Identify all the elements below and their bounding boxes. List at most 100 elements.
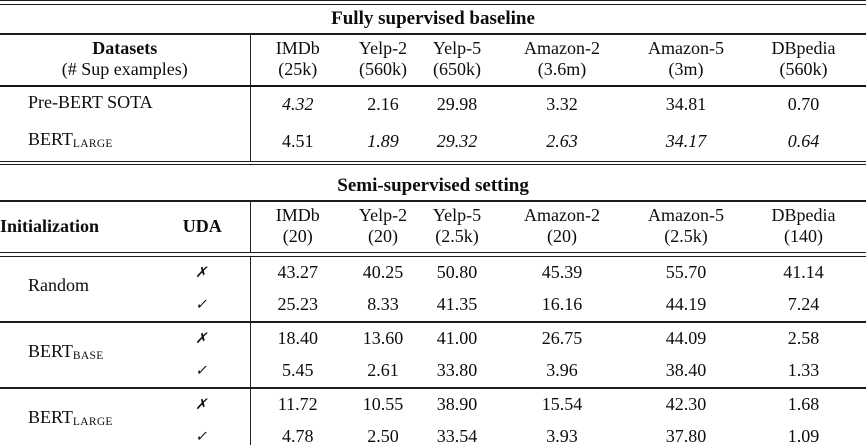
value-cell: 26.75 [541,327,583,348]
table-row: BERTLARGE ✗ 11.72 10.55 38.90 15.54 42.3… [0,388,866,428]
check-icon: ✓ [194,428,211,445]
column-name: Yelp-5 [432,205,482,225]
column-header-yelp5: Yelp-5 (2.5k) [421,202,493,252]
table2-title: Semi-supervised setting [337,175,529,196]
group-bert-large: BERTLARGE ✗ 11.72 10.55 38.90 15.54 42.3… [0,388,866,445]
value-cell: 4.51 [249,123,345,161]
column-size: (20) [282,226,313,246]
group-separator-rule [0,320,866,323]
sup-examples-label: (# Sup examples) [61,58,188,79]
uda-flag-cell: ✓ [155,421,250,445]
column-header-yelp5: Yelp-5 (650k) [421,35,493,85]
value-cell: 2.16 [367,94,399,114]
column-header-dbpedia: DBpedia (560k) [741,35,866,85]
cross-icon: ✗ [194,264,211,281]
value-cell: 37.80 [665,425,707,445]
value-cell: 33.54 [436,425,478,445]
uda-flag-cell: ✗ [155,323,250,355]
value-cell: 10.55 [362,393,404,414]
table2-header: Initialization UDA IMDb (20) Yelp-2 (20)… [0,202,866,252]
column-header-yelp2: Yelp-2 (560k) [345,35,421,85]
rule-below-table1-title [0,32,866,35]
value-cell: 41.35 [436,293,478,314]
value-cell: 29.32 [436,131,478,151]
column-size: (140) [784,226,823,246]
table2-title-row: Semi-supervised setting [0,165,866,200]
datasets-header-cell: Datasets (# Sup examples) [0,35,250,85]
column-size: (560k) [779,58,828,79]
value-cell: 7.24 [787,293,820,314]
value-cell: 44.19 [665,293,707,314]
row-label-text: BERT [28,407,73,427]
value-cell: 34.81 [665,94,707,114]
column-header-amazon2: Amazon-2 (3.6m) [493,35,631,85]
row-label-subscript: LARGE [72,416,113,428]
column-name: IMDb [275,37,320,58]
value-cell: 18.40 [249,322,345,355]
value-cell: 11.72 [249,388,345,421]
column-size: (3.6m) [537,58,587,79]
table1-body: Pre-BERT SOTA 4.32 2.16 29.98 3.32 34.81… [0,86,866,161]
column-name: IMDb [275,205,320,225]
value-cell: 0.64 [787,131,820,151]
row-label-random: Random [0,257,155,321]
value-cell: 44.09 [665,327,707,348]
value-cell: 38.90 [436,393,478,414]
table2-header-row: Initialization UDA IMDb (20) Yelp-2 (20)… [0,202,866,252]
row-label-subscript: LARGE [72,137,113,150]
middle-double-rule [0,160,866,165]
value-cell: 45.39 [541,261,583,282]
rule-below-table2-title [0,200,866,202]
top-double-rule [0,0,866,5]
value-cell: 3.32 [546,94,578,114]
value-cell: 2.50 [367,425,399,445]
value-cell: 41.14 [783,261,824,282]
group-separator-rule [0,386,866,389]
value-cell: 43.27 [249,256,345,289]
row-label-text: BERT [28,341,73,361]
column-name: Amazon-2 [524,205,600,225]
value-cell: 34.17 [665,131,707,151]
value-cell: 13.60 [362,327,404,348]
value-cell: 38.40 [665,359,707,380]
column-name: Amazon-5 [648,205,724,225]
datasets-header-label: Datasets [92,37,158,58]
value-cell: 55.70 [665,261,707,282]
column-name: Yelp-5 [432,37,482,58]
table-row: ✓ 5.45 2.61 33.80 3.96 38.40 1.33 [0,354,866,387]
column-header-amazon5: Amazon-5 (2.5k) [631,202,741,252]
column-size: (2.5k) [435,226,479,246]
row-label-text: Pre-BERT SOTA [28,91,153,112]
table-row: BERTBASE ✗ 18.40 13.60 41.00 26.75 44.09… [0,322,866,362]
cross-icon: ✗ [194,396,211,413]
column-header-imdb: IMDb (20) [249,202,345,252]
column-size: (3m) [668,58,704,79]
value-cell: 33.80 [436,359,478,380]
column-size: (20) [547,226,577,246]
value-cell: 3.93 [546,425,578,445]
value-cell: 50.80 [436,261,478,282]
column-size: (650k) [433,58,482,79]
fully-supervised-table: Fully supervised baseline [0,5,866,33]
value-cell: 3.96 [546,359,578,380]
value-cell: 0.70 [787,94,820,114]
column-size: (2.5k) [664,226,708,246]
row-label-bert-large: BERTLARGE [0,124,250,161]
value-cell: 8.33 [367,293,399,314]
column-size: (25k) [278,58,318,79]
rule-below-table1-header [0,84,866,87]
check-icon: ✓ [194,362,211,379]
uda-flag-cell: ✓ [155,289,250,321]
table-row: Pre-BERT SOTA 4.32 2.16 29.98 3.32 34.81… [0,86,866,124]
column-name: DBpedia [771,205,836,225]
column-name: DBpedia [771,37,836,58]
check-icon: ✓ [194,296,211,313]
row-label-text: Random [28,275,89,295]
value-cell: 1.68 [787,393,820,414]
value-cell: 40.25 [362,261,404,282]
value-cell: 2.61 [367,359,399,380]
table1-title: Fully supervised baseline [331,7,535,29]
value-cell: 1.33 [787,359,820,380]
value-cell: 42.30 [665,393,707,414]
column-size: (20) [368,226,398,246]
